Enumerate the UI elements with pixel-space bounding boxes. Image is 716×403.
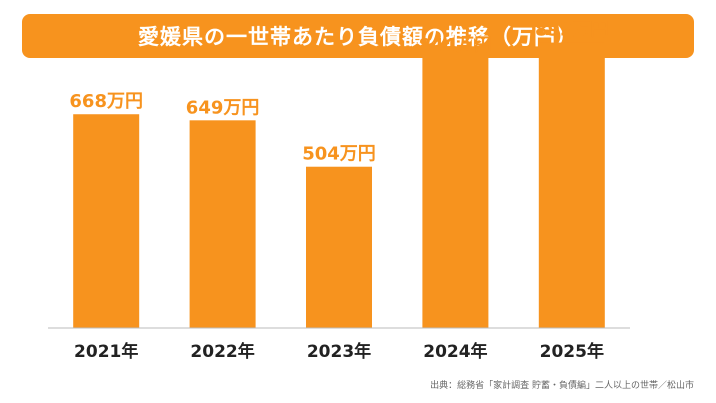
bar-3 bbox=[422, 57, 489, 329]
chart-title: 愛媛県の一世帯あたり負債額の推移（万円） bbox=[138, 25, 578, 49]
category-label-0: 2021年 bbox=[74, 341, 138, 362]
data-label-0: 668万円 bbox=[69, 91, 143, 112]
category-label-2: 2023年 bbox=[307, 341, 371, 362]
bar-4 bbox=[538, 42, 605, 329]
data-label-2: 504万円 bbox=[302, 144, 376, 165]
data-label-3: 844万円 bbox=[419, 35, 493, 56]
title-banner: 愛媛県の一世帯あたり負債額の推移（万円） bbox=[22, 14, 694, 58]
category-label-4: 2025年 bbox=[540, 341, 604, 362]
data-label-4: 892万円 bbox=[535, 20, 609, 41]
category-label-3: 2024年 bbox=[423, 341, 487, 362]
bar-2 bbox=[306, 166, 372, 328]
bar-0 bbox=[73, 114, 140, 329]
data-label-1: 649万円 bbox=[186, 97, 260, 118]
bar-1 bbox=[189, 120, 256, 328]
category-label-1: 2022年 bbox=[190, 341, 254, 362]
source-note: 出典：総務省「家計調査 貯蓄・負債編」二人以上の世帯／松山市 bbox=[430, 381, 694, 391]
